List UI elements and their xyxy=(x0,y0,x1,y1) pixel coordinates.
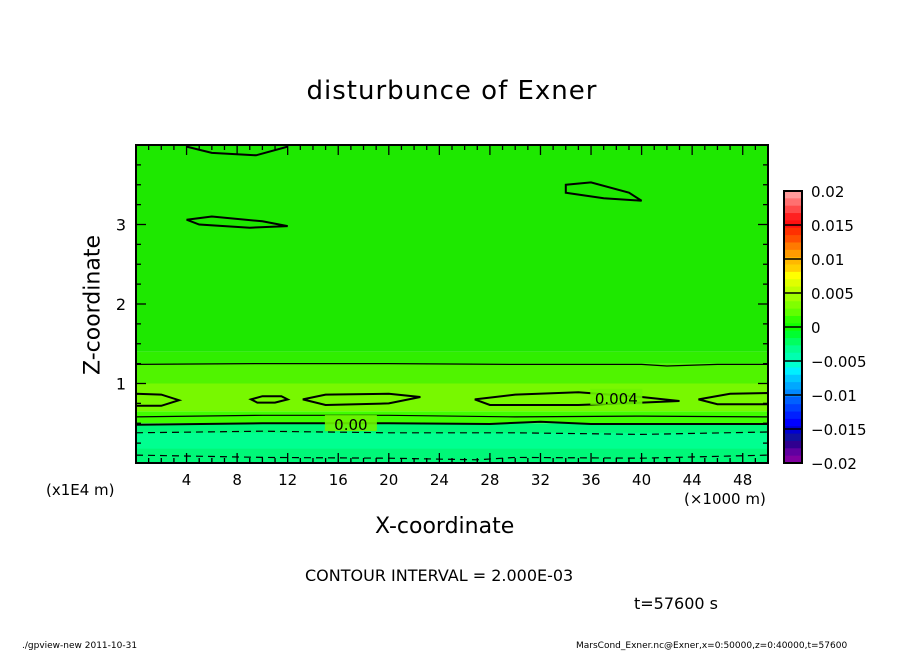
colorbar-cell xyxy=(784,213,802,221)
contour-line xyxy=(186,215,288,229)
x-tick-label: 8 xyxy=(232,471,242,489)
colorbar-cell xyxy=(784,396,802,405)
colorbar-cell xyxy=(784,227,802,236)
colorbar-cell xyxy=(784,257,802,266)
colorbar-cell xyxy=(784,264,802,273)
x-tick-label: 40 xyxy=(632,471,651,489)
contour-line xyxy=(135,430,769,436)
contour-line xyxy=(474,391,680,406)
colorbar-label: 0 xyxy=(811,319,821,337)
colorbar-label: −0.005 xyxy=(811,353,867,371)
contour-label: 0.00 xyxy=(334,416,367,434)
contour-interval: CONTOUR INTERVAL = 2.000E-03 xyxy=(305,566,574,585)
x-tick-label: 32 xyxy=(531,471,550,489)
colorbar-cell xyxy=(784,345,802,354)
colorbar-cell xyxy=(784,191,802,199)
x-axis-label: X-coordinate xyxy=(375,514,515,539)
colorbar-cell xyxy=(784,360,802,368)
x-tick-label: 36 xyxy=(581,471,600,489)
colorbar-cell xyxy=(784,279,802,288)
colorbar-cell xyxy=(784,433,802,442)
colorbar-cell xyxy=(784,440,802,449)
contour-line xyxy=(302,392,421,407)
contour-line xyxy=(564,181,643,202)
colorbar-cell xyxy=(784,205,802,214)
colorbar-cell xyxy=(784,455,802,464)
footer-right: MarsCond_Exner.nc@Exner,x=0:50000,z=0:40… xyxy=(576,641,848,651)
colorbar-cell xyxy=(784,426,802,435)
colorbar-cell xyxy=(784,374,802,383)
contour-label-bg xyxy=(590,388,643,405)
x-tick-label: 20 xyxy=(379,471,398,489)
x-tick-label: 4 xyxy=(182,471,192,489)
contour-line xyxy=(248,395,291,404)
contour-line xyxy=(135,414,769,418)
colorbar-cell xyxy=(784,338,802,346)
x-tick-label: 28 xyxy=(480,471,499,489)
colorbar-label: −0.02 xyxy=(811,455,857,473)
x-tick-label: 44 xyxy=(683,471,702,489)
y-unit-label: (x1E4 m) xyxy=(46,481,115,499)
contour-label: 0.004 xyxy=(595,390,638,408)
y-tick-label: 1 xyxy=(116,375,126,394)
color-band xyxy=(136,351,768,364)
colorbar-cell xyxy=(784,242,802,251)
contour-line xyxy=(135,363,768,367)
colorbar-cell xyxy=(784,404,802,413)
colorbar-label: 0.02 xyxy=(811,183,844,201)
colorbar-cell xyxy=(784,235,802,243)
x-unit-label: (×1000 m) xyxy=(684,490,766,508)
colorbar-cell xyxy=(784,389,802,398)
x-tick-label: 24 xyxy=(430,471,449,489)
colorbar-label: 0.015 xyxy=(811,217,854,235)
colorbar-label: 0.005 xyxy=(811,285,854,303)
color-band xyxy=(136,411,768,424)
contour-label-bg xyxy=(324,415,377,432)
colorbar-cell xyxy=(784,249,802,258)
colorbar-cell xyxy=(784,367,802,376)
colorbar-cell xyxy=(784,382,802,390)
time-label: t=57600 s xyxy=(634,594,718,613)
color-band xyxy=(136,383,768,412)
y-tick-label: 3 xyxy=(116,216,126,235)
color-band xyxy=(136,145,768,352)
colorbar-cell xyxy=(784,330,802,339)
footer-left: ./gpview-new 2011-10-31 xyxy=(22,641,138,651)
colorbar-cell xyxy=(784,308,802,317)
colorbar-label: 0.01 xyxy=(811,251,844,269)
colorbar-label: −0.01 xyxy=(811,387,857,405)
y-tick-label: 2 xyxy=(116,295,126,314)
color-band xyxy=(136,363,768,384)
x-tick-label: 48 xyxy=(733,471,752,489)
colorbar-cell xyxy=(784,315,802,324)
y-axis-label: Z-coordinate xyxy=(80,235,106,375)
x-tick-label: 12 xyxy=(278,471,297,489)
colorbar-cell xyxy=(784,418,802,427)
colorbar-cell xyxy=(784,286,802,295)
colorbar-cell xyxy=(784,198,802,207)
x-tick-label: 16 xyxy=(329,471,348,489)
colorbar-label: −0.015 xyxy=(811,421,867,439)
chart-title: disturbunce of Exner xyxy=(306,76,598,106)
colorbar-cell xyxy=(784,448,802,457)
colorbar-cell xyxy=(784,352,802,361)
contour-line xyxy=(135,420,768,426)
colorbar-cell xyxy=(784,301,802,310)
colorbar-cell xyxy=(784,293,802,302)
colorbar-frame xyxy=(783,190,803,464)
color-band xyxy=(136,432,768,449)
colorbar-cell xyxy=(784,411,802,420)
colorbar-cell xyxy=(784,271,802,280)
